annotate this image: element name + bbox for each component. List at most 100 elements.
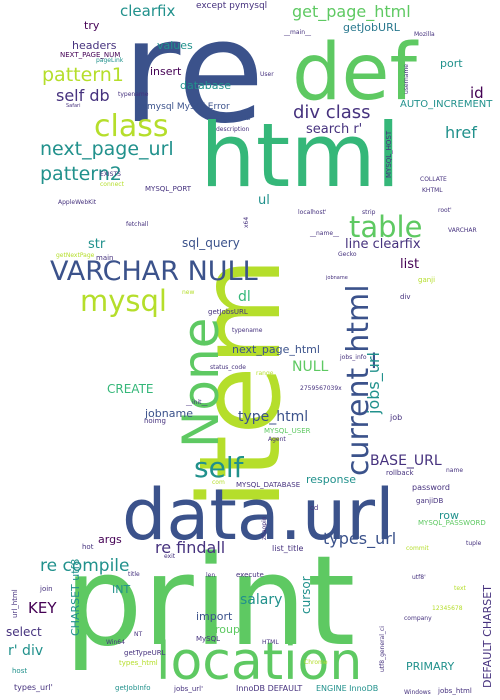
word-def: def <box>292 28 417 118</box>
word-insert: insert <box>150 65 182 78</box>
word-import: import <box>196 610 233 623</box>
word-print: print <box>64 530 356 674</box>
word-mysql-cn: MySQL <box>196 635 221 643</box>
word-clearfix-top: clearfix <box>120 2 176 20</box>
word-div-class: div class <box>293 102 371 123</box>
word-href: href <box>445 123 477 142</box>
word-user: User <box>260 71 274 78</box>
word-ganji: ganji <box>418 276 436 284</box>
word-mysql-port: MYSQL_PORT <box>145 185 192 193</box>
word-re-findall: re findall <box>155 538 226 557</box>
word-tuple: tuple <box>466 540 482 547</box>
word-auto-increment: AUTO_INCREMENT <box>400 99 493 110</box>
word-div: div <box>400 293 411 301</box>
word-jobname: jobname <box>145 407 193 420</box>
word-mysql-user: MYSQL_USER <box>264 427 311 435</box>
word-r-div: r' div <box>8 643 44 659</box>
word-location: location <box>156 632 363 692</box>
word-commit: commit <box>406 545 429 552</box>
word-headers: headers <box>72 39 117 52</box>
word-password: password <box>412 483 450 492</box>
word-localhost: localhost' <box>298 209 327 216</box>
word-cd: cd <box>310 504 319 512</box>
word-create: CREATE <box>107 382 154 396</box>
word-x64: x64 <box>243 216 250 228</box>
word-init: __init__ <box>186 399 208 406</box>
word-join: join <box>40 585 53 593</box>
word-chrome: Chrome <box>304 659 328 666</box>
word-key: KEY <box>28 599 57 617</box>
word-next-page-num: NEXT_PAGE_NUM <box>60 51 121 59</box>
word-re-compile: re compile <box>40 556 130 576</box>
word-next-page-html: next_page_html <box>232 343 320 356</box>
word-data-url: data.url <box>122 474 395 556</box>
word-class: class <box>94 109 169 144</box>
word-nt: NT <box>134 631 143 638</box>
word-jobs-url: jobs_url <box>364 352 383 414</box>
word-job: job <box>390 413 403 422</box>
word-primary: PRIMARY <box>406 660 455 673</box>
word-row: row <box>439 509 460 522</box>
word-description: description <box>216 126 250 133</box>
word-pattern1: pattern1 <box>42 64 124 86</box>
word-noimg: noimg <box>144 417 166 425</box>
word-try: try <box>84 19 100 32</box>
word-gettypeurl: getTypeURL <box>124 649 166 657</box>
word-sql-query: sql_query <box>182 236 240 250</box>
word-com: com <box>212 479 225 486</box>
word-getjoburl: getJobURL <box>343 21 400 34</box>
word-url-html: url_html <box>11 589 19 618</box>
word-text: text <box>454 585 466 592</box>
word-win64: Win64 <box>106 639 125 646</box>
word-innodb-default: InnoDB DEFAULT <box>236 684 303 693</box>
word-name2: __name__ <box>310 230 340 237</box>
word-html-cn: HTML <box>262 639 279 646</box>
word-null: NULL <box>292 359 329 375</box>
word-ganjidb: ganjiDB <box>416 497 444 505</box>
word-str: str <box>88 237 106 252</box>
word-varchar-null: VARCHAR NULL <box>50 256 258 287</box>
word-getjobinfo: getJobInfo <box>115 684 151 692</box>
word-jobname-sm: jobname <box>326 275 348 281</box>
word-len: len <box>206 572 216 579</box>
word-pagelink: pageLink <box>96 57 124 64</box>
word-group: group <box>208 623 240 636</box>
word-port: port <box>440 57 463 70</box>
word-zhaopin: zhaopin <box>261 516 268 540</box>
word-getjobsurl: getJobsURL <box>208 308 248 316</box>
word-salary: salary <box>240 592 283 608</box>
word-typename: typename <box>118 91 149 98</box>
word-engine-innodb: ENGINE InnoDB <box>316 684 379 693</box>
word-applewebkit: AppleWebKit <box>58 199 97 206</box>
word-getnextpage: getNextPage <box>56 252 95 259</box>
word-ul: ul <box>258 193 270 208</box>
word-main2: __main__ <box>284 29 311 36</box>
word-int: INT <box>112 583 131 596</box>
word-none: None <box>172 317 230 448</box>
word-khtml: KHTML <box>422 187 443 194</box>
word-mozilla: Mozilla <box>414 31 435 38</box>
word-exists: EXISTS <box>100 171 121 178</box>
word-name: name <box>446 467 464 474</box>
word-title: title <box>128 571 140 578</box>
word-values: values <box>157 39 193 52</box>
word-num: 12345678 <box>432 605 463 612</box>
word-requests: requests <box>220 114 251 122</box>
word-types-url-q: types_url' <box>14 683 53 692</box>
word-host: host <box>12 667 28 675</box>
word-utf8-general-ci: utf8_general_ci <box>379 626 386 672</box>
word-self-db: self db <box>56 86 110 105</box>
word-types-url: types_url <box>323 529 397 548</box>
word-except-pymysql: except pymysql <box>196 1 268 11</box>
word-execute: execute <box>236 571 264 579</box>
word-typename2: typename <box>232 327 263 334</box>
word-jobs-url-q: jobs_url' <box>174 685 204 693</box>
word-next-page-url: next_page_url <box>40 138 174 160</box>
word-self: self <box>194 451 244 484</box>
word-id: id <box>470 84 484 102</box>
word-fetchall: fetchall <box>126 221 149 228</box>
word-new: new <box>182 289 195 296</box>
word-mysql-host: MYSQL_HOST <box>385 130 393 178</box>
word-charset-utf8: CHARSET utf8 <box>69 558 82 636</box>
